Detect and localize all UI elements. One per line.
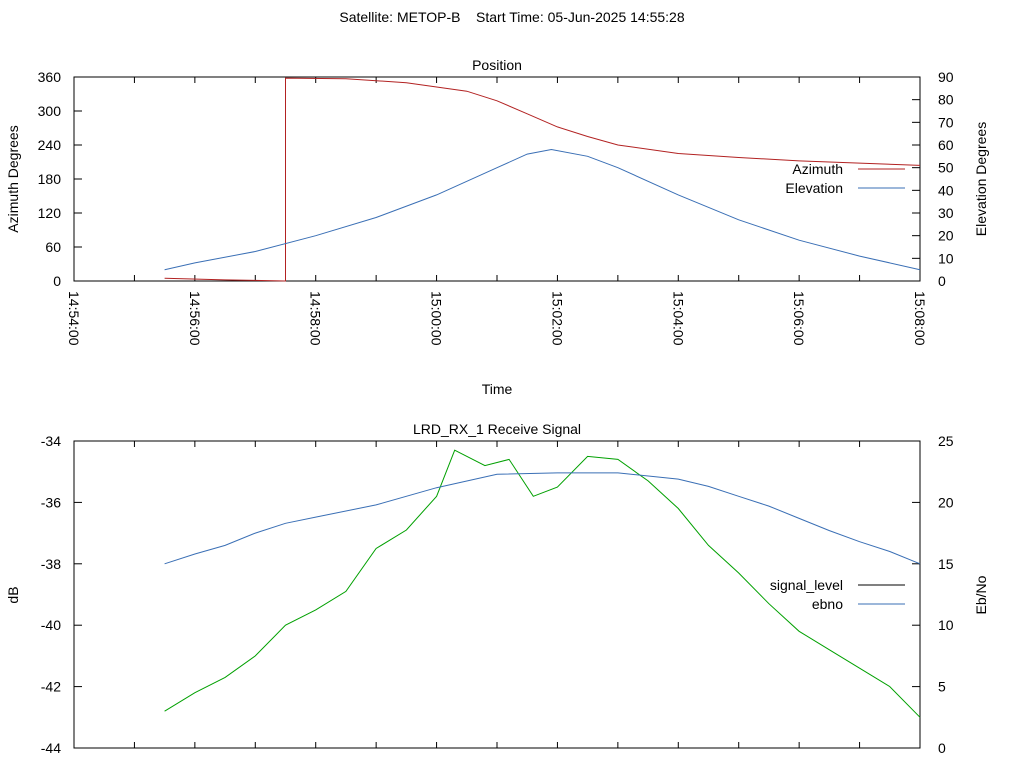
position-legend-label: Azimuth [792,161,843,177]
signal-y-tick-label: -36 [41,494,61,510]
signal-chart: LRD_RX_1 Receive Signal dB Eb/No -44 -42 -… [5,421,989,756]
signal-y2-axis-title: Eb/No [973,575,989,614]
position-y-tick-label: 120 [38,205,62,221]
signal-y-tick-label: -42 [41,679,61,695]
position-y2-tick-label: 90 [938,69,954,85]
position-series-elevation-line [164,148,921,271]
position-x-tick-label: 15:08:00 [912,291,928,346]
signal-y2-tick-label: 25 [938,433,954,449]
page-title: Satellite: METOP-B Start Time: 05-Jun-20… [339,9,684,25]
position-x-tick-label: 15:06:00 [791,291,807,346]
signal-y-tick-label: -38 [41,556,61,572]
signal-y-axis-title: dB [5,586,21,603]
position-y2-tick-label: 40 [938,182,954,198]
position-y2-tick-label: 10 [938,250,954,266]
position-y2-tick-label: 80 [938,92,954,108]
position-chart: Position Time Azimuth Degrees Elevation … [5,57,989,397]
signal-y2-tick-label: 15 [938,556,954,572]
signal-chart-title: LRD_RX_1 Receive Signal [413,421,581,437]
position-x-tick-label: 15:04:00 [670,291,686,346]
signal-legend-label: ebno [812,596,843,612]
position-y2-axis-title: Elevation Degrees [973,122,989,236]
position-x-tick-label: 14:54:00 [66,291,82,346]
position-plot-frame [73,76,921,282]
position-y-axis-title: Azimuth Degrees [5,125,21,232]
signal-y-tick-label: -40 [41,617,61,633]
position-legend-label: Elevation [785,180,843,196]
position-y2-tick-label: 0 [938,273,946,289]
position-x-tick-label: 15:00:00 [429,291,445,346]
position-y-tick-label: 360 [38,69,62,85]
signal-y2-tick-label: 20 [938,494,954,510]
position-y-tick-label: 0 [53,273,61,289]
position-x-tick-label: 14:58:00 [308,291,324,346]
position-x-tick-label: 14:56:00 [187,291,203,346]
signal-y2-tick-label: 0 [938,740,946,756]
signal-y-tick-label: -44 [41,740,61,756]
position-chart-title: Position [472,57,522,73]
position-y2-tick-label: 20 [938,228,954,244]
position-y-tick-label: 180 [38,171,62,187]
position-y2-tick-label: 50 [938,160,954,176]
position-y-tick-label: 240 [38,137,62,153]
signal-y2-tick-label: 10 [938,617,954,633]
signal-plot-frame [73,440,921,749]
signal-legend-label: signal_level [770,577,843,593]
signal-y-tick-label: -34 [41,433,61,449]
signal-y2-tick-label: 5 [938,679,946,695]
position-y2-tick-label: 70 [938,114,954,130]
position-series-azimuth-line [164,77,921,282]
position-x-axis-title: Time [482,381,513,397]
position-x-tick-label: 15:02:00 [549,291,565,346]
position-y-tick-label: 300 [38,103,62,119]
signal-series-ebno-line [164,472,921,565]
position-y2-tick-label: 60 [938,137,954,153]
position-y-tick-label: 60 [45,239,61,255]
signal-series-signal-level-line [164,449,921,718]
position-y2-tick-label: 30 [938,205,954,221]
